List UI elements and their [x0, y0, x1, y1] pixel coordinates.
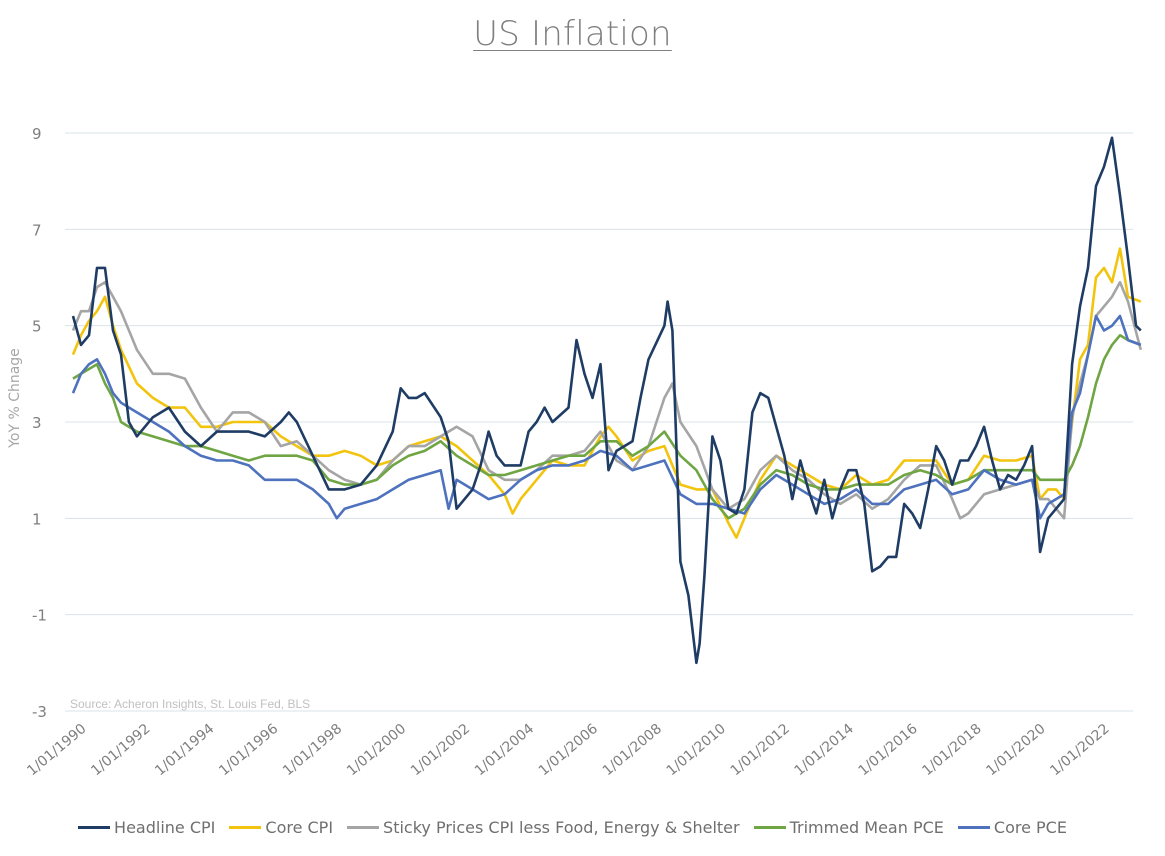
legend-label: Sticky Prices CPI less Food, Energy & Sh… [383, 818, 740, 837]
y-axis-ticks: 9 7 5 3 1 -1 -3 [32, 125, 47, 721]
y-axis-label: YoY % Chnage [7, 348, 23, 449]
legend-swatch [753, 826, 786, 829]
x-axis-ticks: 1/01/19901/01/19921/01/19941/01/19961/01… [24, 721, 1112, 779]
legend-swatch [347, 826, 380, 829]
series-line-headline-cpi [71, 136, 1142, 665]
x-tick-label: 1/01/2006 [536, 721, 601, 779]
legend-label: Trimmed Mean PCE [789, 818, 944, 837]
x-tick-label: 1/01/1990 [24, 721, 89, 779]
legend-label: Core CPI [265, 818, 334, 837]
x-tick-label: 1/01/2022 [1047, 721, 1112, 779]
legend-item: Core PCE [957, 818, 1067, 837]
y-tick-label: 7 [32, 221, 42, 239]
y-tick-label: -3 [32, 703, 47, 721]
series-line-core-pce [71, 314, 1142, 520]
legend-item: Core CPI [229, 818, 333, 837]
y-tick-label: 1 [32, 510, 42, 528]
y-tick-label: 5 [32, 318, 42, 336]
series-line-sticky-prices-cpi-less-food-energy-shelter [71, 280, 1143, 520]
y-tick-label: -1 [32, 607, 47, 625]
chart-title: US Inflation [0, 14, 1145, 54]
x-tick-label: 1/01/1992 [88, 721, 153, 779]
legend-swatch [229, 826, 262, 829]
x-tick-label: 1/01/2012 [728, 721, 793, 779]
source-note: Source: Acheron Insights, St. Louis Fed,… [70, 697, 310, 711]
x-tick-label: 1/01/2000 [344, 721, 409, 779]
legend-label: Core PCE [993, 818, 1067, 837]
legend-swatch [78, 826, 111, 829]
legend-item: Headline CPI [78, 818, 215, 837]
series-lines [71, 136, 1143, 665]
series-line-core-cpi [71, 247, 1142, 539]
x-tick-label: 1/01/1994 [152, 721, 217, 779]
x-tick-label: 1/01/2004 [472, 721, 537, 779]
x-tick-label: 1/01/2010 [664, 721, 729, 779]
x-tick-label: 1/01/2008 [600, 721, 665, 779]
x-tick-label: 1/01/1996 [216, 721, 281, 779]
legend-item: Trimmed Mean PCE [753, 818, 944, 837]
x-tick-label: 1/01/2020 [983, 721, 1048, 779]
x-tick-label: 1/01/2014 [792, 721, 857, 779]
chart-title-text: US Inflation [473, 14, 672, 54]
x-tick-label: 1/01/2002 [408, 721, 473, 779]
x-tick-label: 1/01/2018 [919, 721, 984, 779]
y-tick-label: 9 [32, 125, 42, 143]
legend-label: Headline CPI [114, 818, 216, 837]
legend: Headline CPI Core CPI Sticky Prices CPI le… [0, 818, 1145, 837]
legend-swatch [957, 826, 990, 829]
legend-item: Sticky Prices CPI less Food, Energy & Sh… [347, 818, 740, 837]
x-tick-label: 1/01/2016 [855, 721, 920, 779]
x-tick-label: 1/01/1998 [280, 721, 345, 779]
y-tick-label: 3 [32, 414, 42, 432]
